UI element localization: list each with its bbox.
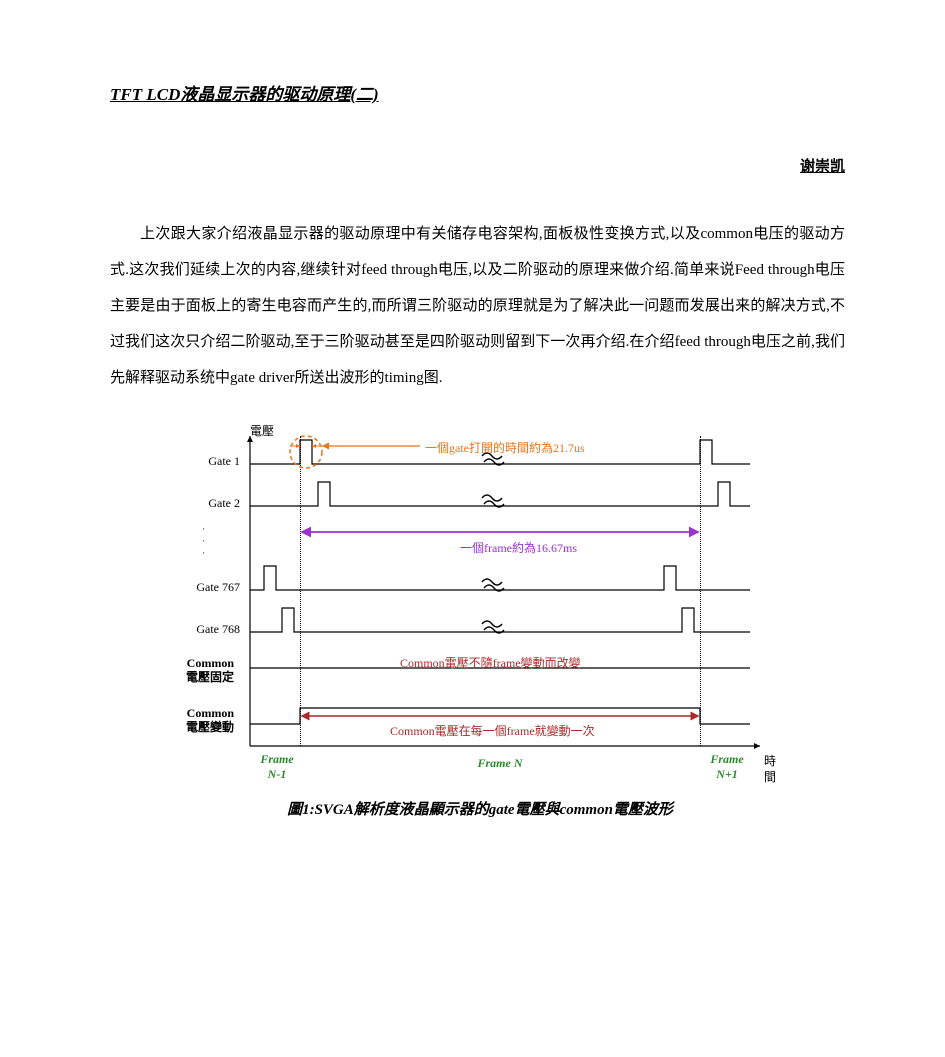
figure-caption: 圖1:SVGA解析度液晶顯示器的gate電壓與common電壓波形 [160, 798, 800, 819]
document-title: TFT LCD液晶显示器的驱动原理(二) [110, 80, 845, 105]
body-paragraph: 上次跟大家介绍液晶显示器的驱动原理中有关储存电容架构,面板极性变换方式,以及co… [110, 216, 845, 396]
timing-diagram: 電壓Gate 1Gate 2Gate 767Gate 768···Common電… [160, 416, 800, 796]
figure-1: 電壓Gate 1Gate 2Gate 767Gate 768···Common電… [160, 416, 800, 819]
author-name: 谢崇凯 [110, 155, 845, 176]
